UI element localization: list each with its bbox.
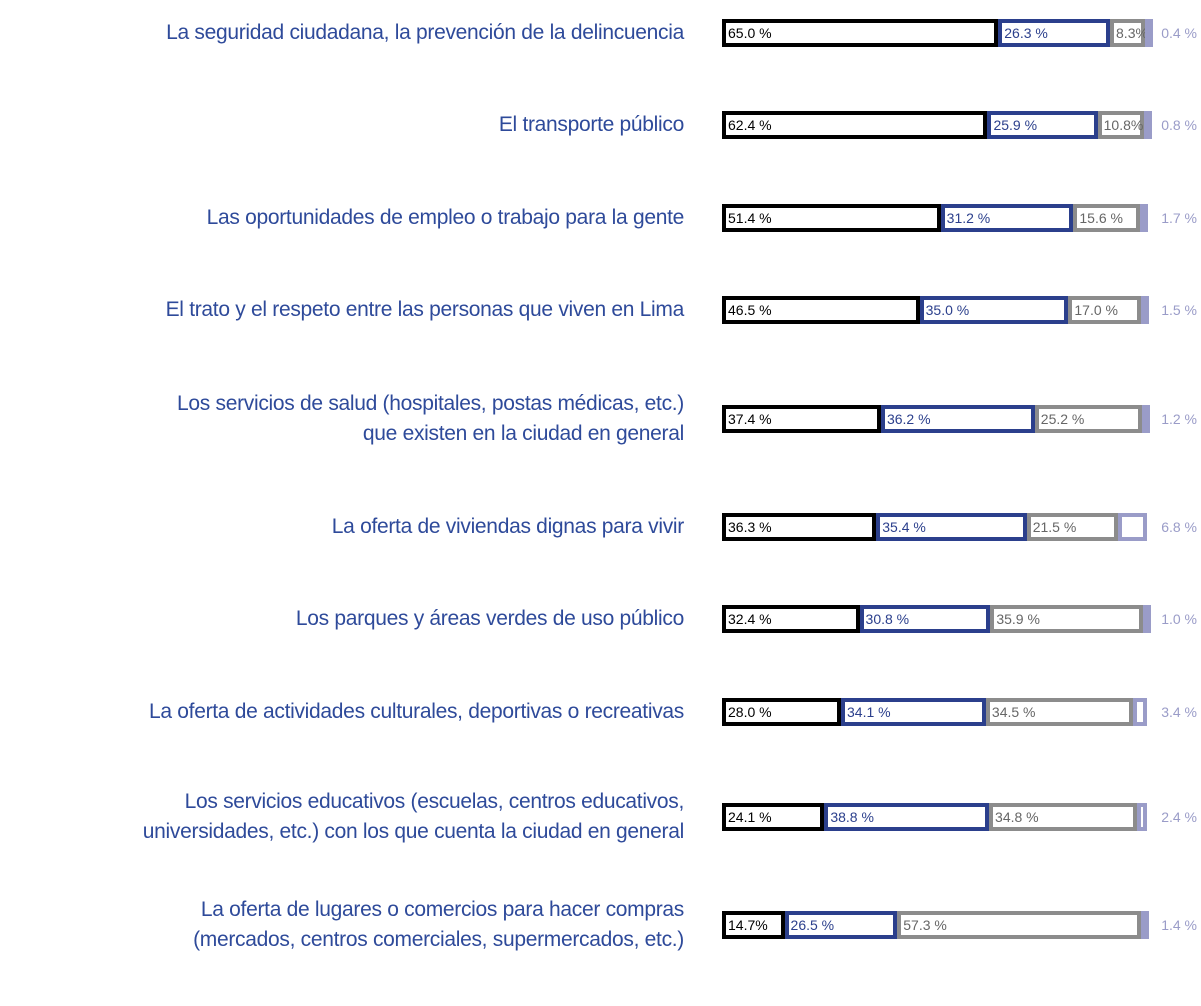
value-label: 21.5 % <box>1032 519 1077 535</box>
value-label: 1.7 % <box>1161 210 1197 226</box>
value-label: 34.1 % <box>847 704 891 720</box>
value-label: 62.4 % <box>728 117 772 133</box>
bar-segment <box>1141 911 1150 939</box>
value-label: 6.8 % <box>1161 519 1197 535</box>
bar-segment <box>722 605 860 633</box>
value-label: 34.5 % <box>991 704 1036 720</box>
value-label: 38.8 % <box>830 809 874 825</box>
value-label: 3.4 % <box>1161 704 1197 720</box>
bar-segment <box>1142 605 1151 633</box>
category-label: La seguridad ciudadana, la prevención de… <box>166 21 684 44</box>
value-label: 25.9 % <box>993 117 1038 133</box>
category-label: Los parques y áreas verdes de uso públic… <box>295 607 684 630</box>
category-label: Los servicios educativos (escuelas, cent… <box>142 790 685 843</box>
bar-segment <box>1132 698 1147 726</box>
bar-segment <box>880 405 1035 433</box>
value-label: 26.5 % <box>790 917 835 933</box>
value-label: 35.4 % <box>882 519 926 535</box>
value-label: 32.4 % <box>728 611 772 627</box>
category-label: La oferta de viviendas dignas para vivir <box>331 515 685 538</box>
bar-segment <box>722 111 988 139</box>
bar-segment <box>1068 296 1141 324</box>
category-label: Las oportunidades de empleo o trabajo pa… <box>206 206 685 229</box>
category-label: La oferta de actividades culturales, dep… <box>148 700 684 723</box>
bar-segment <box>1110 19 1146 47</box>
bar-segment <box>1141 405 1150 433</box>
category-label: La oferta de lugares o comercios para ha… <box>193 898 684 951</box>
value-label: 30.8 % <box>865 611 910 627</box>
bar-segment <box>1073 204 1140 232</box>
value-label: 46.5 % <box>728 302 772 318</box>
bar-segment <box>985 698 1133 726</box>
value-label: 1.5 % <box>1161 302 1197 318</box>
value-label: 10.8% <box>1103 117 1144 133</box>
value-label: 57.3 % <box>903 917 947 933</box>
bar-segment <box>1145 19 1154 47</box>
bar-segment <box>1097 111 1144 139</box>
bar-segment <box>1139 204 1148 232</box>
bar-segment <box>784 911 898 939</box>
bar-segment <box>1118 513 1147 541</box>
value-label: 1.2 % <box>1161 411 1197 427</box>
bar-segment <box>990 605 1143 633</box>
value-label: 51.4 % <box>728 210 772 226</box>
bar-segment <box>1143 111 1152 139</box>
category-label: El transporte público <box>498 113 684 136</box>
value-label: 35.9 % <box>996 611 1040 627</box>
value-label: 35.0 % <box>925 302 970 318</box>
value-label: 15.6 % <box>1079 210 1123 226</box>
bar-segment <box>722 296 920 324</box>
bar-segment <box>722 405 881 433</box>
category-label: Los servicios de salud (hospitales, post… <box>177 392 684 445</box>
bar-segment <box>876 513 1027 541</box>
value-label: 0.4 % <box>1161 25 1197 41</box>
value-label: 26.3 % <box>1004 25 1048 41</box>
bar-segment <box>919 296 1069 324</box>
value-label: 14.7% <box>728 917 768 933</box>
bar-segment <box>722 513 877 541</box>
bar-segment <box>722 698 841 726</box>
category-label: El trato y el respeto entre las personas… <box>165 298 685 321</box>
value-label: 0.8 % <box>1161 117 1197 133</box>
value-label: 36.3 % <box>728 519 772 535</box>
bar-segment <box>1136 803 1147 831</box>
value-label: 24.1 % <box>728 809 772 825</box>
bar-segment <box>841 698 986 726</box>
bar-segment <box>989 803 1137 831</box>
value-label: 31.2 % <box>946 210 991 226</box>
bar-segment <box>940 204 1074 232</box>
bar-segment <box>722 204 941 232</box>
value-label: 36.2 % <box>886 411 931 427</box>
value-label: 25.2 % <box>1040 411 1085 427</box>
value-label: 2.4 % <box>1161 809 1197 825</box>
value-label: 28.0 % <box>728 704 772 720</box>
value-label: 1.0 % <box>1161 611 1197 627</box>
bar-segment <box>859 605 991 633</box>
bar-segment <box>722 19 999 47</box>
bar-segment <box>722 911 785 939</box>
bar-segment <box>987 111 1098 139</box>
value-label: 17.0 % <box>1074 302 1118 318</box>
bar-segment <box>722 803 825 831</box>
bar-segment <box>998 19 1111 47</box>
value-label: 37.4 % <box>728 411 772 427</box>
bar-segment <box>824 803 990 831</box>
bar-segment <box>1034 405 1142 433</box>
value-label: 8.3% <box>1116 25 1148 41</box>
value-label: 1.4 % <box>1161 917 1197 933</box>
value-label: 65.0 % <box>728 25 772 41</box>
bar-segment <box>1140 296 1149 324</box>
bar-segment <box>897 911 1142 939</box>
bar-segment <box>1026 513 1119 541</box>
value-label: 34.8 % <box>995 809 1039 825</box>
